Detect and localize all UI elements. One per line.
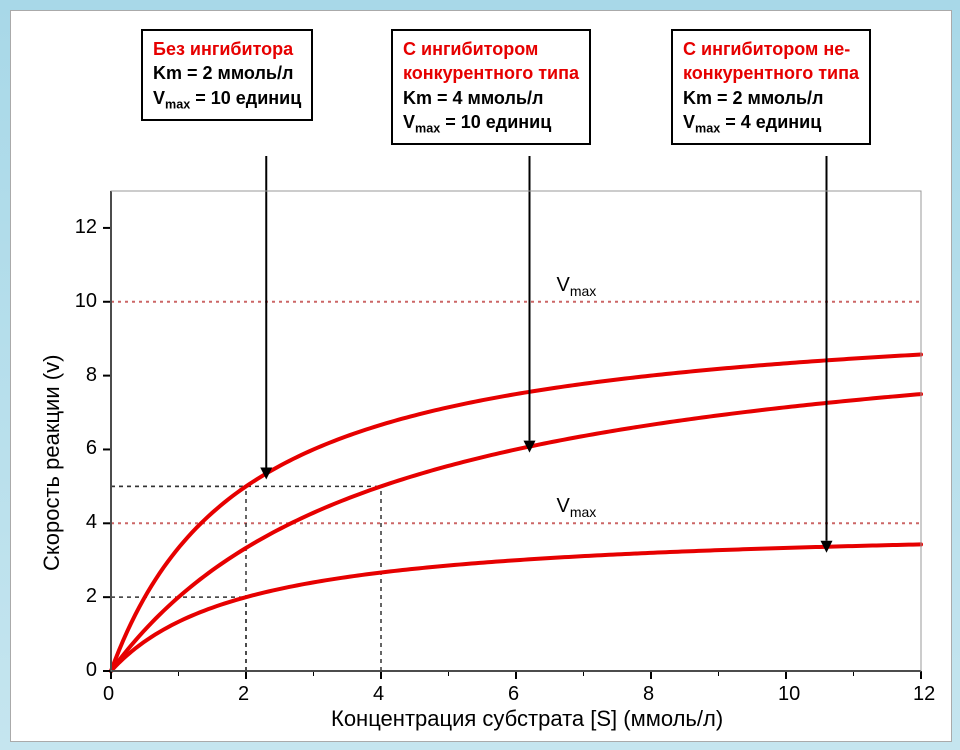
vmax-lower-label: Vmax <box>557 495 597 520</box>
legend3-title1: С ингибитором не- <box>683 37 859 61</box>
y-tick: 8 <box>86 364 97 387</box>
legend1-title: Без ингибитора <box>153 37 301 61</box>
x-tick: 6 <box>508 683 519 706</box>
legend2-vmax: Vmax = 10 единиц <box>403 110 579 138</box>
legend3-vmax: Vmax = 4 единиц <box>683 110 859 138</box>
legend3-title2: конкурентного типа <box>683 61 859 85</box>
legend1-km: Km = 2 ммоль/л <box>153 61 301 85</box>
legend-competitive: С ингибитором конкурентного типа Km = 4 … <box>391 29 591 145</box>
x-tick: 4 <box>373 683 384 706</box>
x-axis-label: Концентрация субстрата [S] (ммоль/л) <box>331 706 723 732</box>
legend2-km: Km = 4 ммоль/л <box>403 86 579 110</box>
x-tick: 8 <box>643 683 654 706</box>
x-tick: 0 <box>103 683 114 706</box>
vmax-upper-label: Vmax <box>557 274 597 299</box>
legend3-km: Km = 2 ммоль/л <box>683 86 859 110</box>
legend-noncompetitive: С ингибитором не- конкурентного типа Km … <box>671 29 871 145</box>
chart-container: Без ингибитора Km = 2 ммоль/л Vmax = 10 … <box>10 10 952 742</box>
legend1-vmax: Vmax = 10 единиц <box>153 86 301 114</box>
legend2-title1: С ингибитором <box>403 37 579 61</box>
x-tick: 12 <box>913 683 935 706</box>
y-tick: 12 <box>75 216 97 239</box>
x-tick: 10 <box>778 683 800 706</box>
y-axis-label: Скорость реакции (v) <box>39 355 65 571</box>
legend-no-inhibitor: Без ингибитора Km = 2 ммоль/л Vmax = 10 … <box>141 29 313 121</box>
y-tick: 0 <box>86 659 97 682</box>
y-tick: 6 <box>86 437 97 460</box>
y-tick: 2 <box>86 585 97 608</box>
y-tick: 4 <box>86 511 97 534</box>
legend2-title2: конкурентного типа <box>403 61 579 85</box>
y-tick: 10 <box>75 290 97 313</box>
x-tick: 2 <box>238 683 249 706</box>
